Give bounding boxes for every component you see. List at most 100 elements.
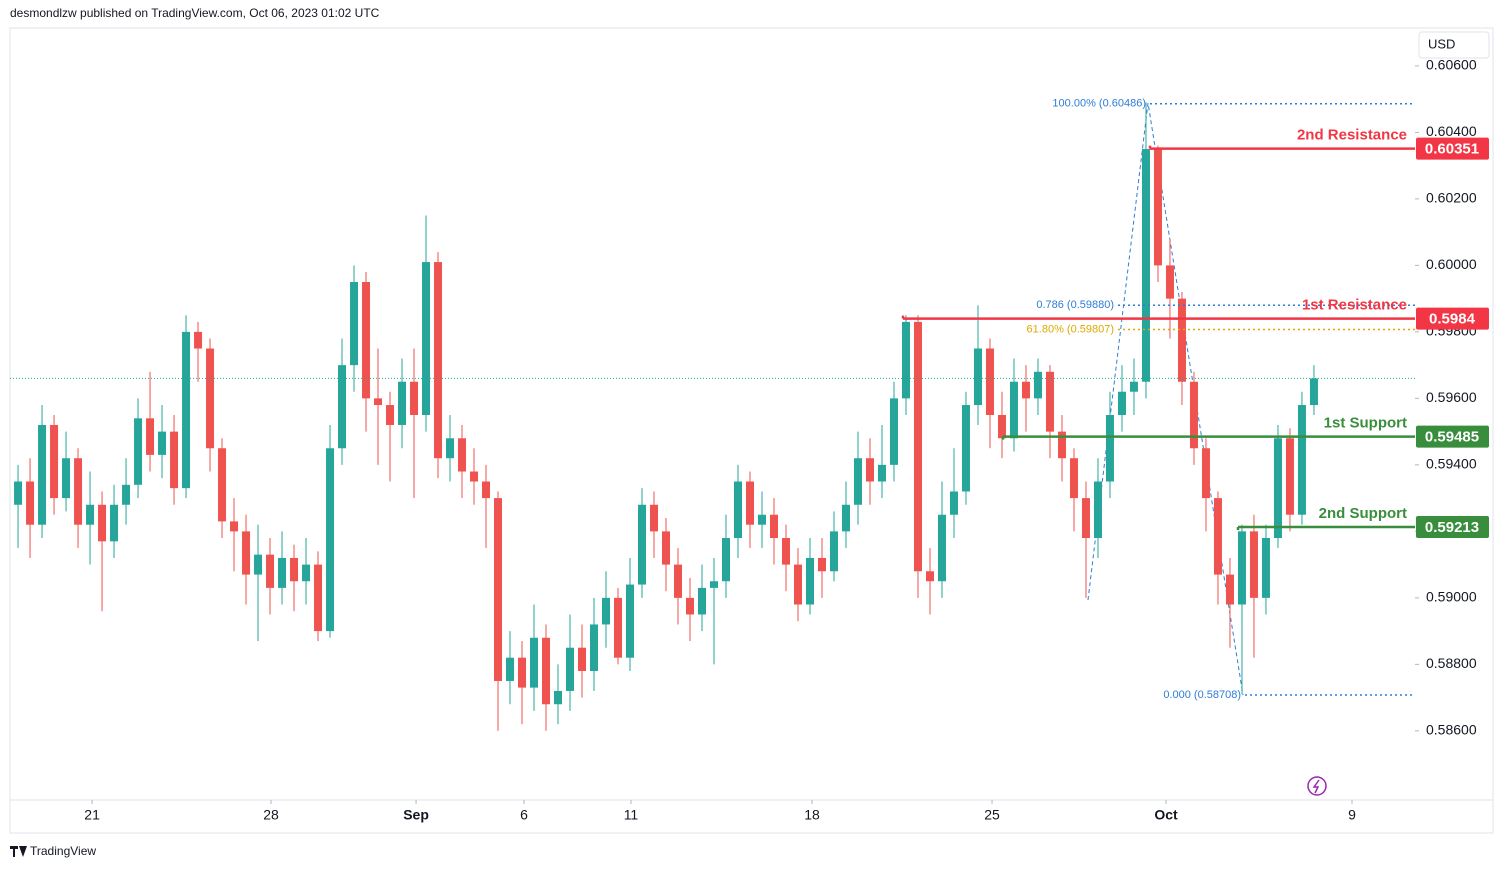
candle-body	[170, 431, 179, 489]
x-tick-label: 25	[984, 807, 1000, 823]
level-name: 1st Resistance	[1302, 297, 1407, 314]
candle-body	[1153, 149, 1162, 266]
candle-body	[745, 481, 754, 525]
candle-body	[1261, 538, 1270, 598]
candle-body	[709, 581, 718, 588]
bolt-icon	[1307, 776, 1327, 796]
candle-body	[853, 458, 862, 505]
level-price: 0.60351	[1425, 141, 1479, 158]
level-price-box	[1416, 307, 1489, 330]
candle-body	[949, 491, 958, 515]
candle-body	[86, 504, 95, 525]
candle-body	[1225, 574, 1234, 605]
candle-body	[494, 498, 503, 681]
candle-body	[901, 321, 910, 399]
candle-body	[38, 424, 47, 525]
candle-body	[578, 647, 587, 672]
candle-body	[1237, 531, 1246, 605]
candle-body	[1129, 381, 1138, 392]
candle-body	[1093, 481, 1102, 539]
candle-body	[398, 381, 407, 425]
candle-body	[566, 647, 575, 691]
candle-body	[362, 282, 371, 399]
candle-body	[530, 637, 539, 688]
candle-body	[1141, 149, 1150, 382]
candle-body	[937, 514, 946, 582]
candle-body	[422, 262, 431, 415]
candle-body	[146, 418, 155, 455]
candle-body	[434, 262, 443, 459]
candle-body	[350, 282, 359, 366]
candle-body	[242, 531, 251, 575]
candle-body	[961, 405, 970, 492]
candle-body	[1057, 431, 1066, 459]
candle-body	[326, 448, 335, 632]
candle-body	[62, 458, 71, 499]
candle-body	[877, 464, 886, 482]
candle-body	[686, 597, 695, 615]
candle-body	[602, 597, 611, 625]
fib-label: 0.000 (0.58708)	[1163, 689, 1241, 701]
candle-body	[1177, 298, 1186, 382]
candle-body	[590, 624, 599, 672]
candle-body	[98, 504, 107, 542]
header: desmondlzw published on TradingView.com,…	[10, 6, 380, 20]
candle-body	[314, 564, 323, 632]
candle-body	[506, 657, 515, 681]
y-tick-label: 0.59600	[1426, 389, 1477, 405]
candle-body	[158, 431, 167, 455]
candle-body	[805, 557, 814, 605]
y-tick-label: 0.60600	[1426, 57, 1477, 73]
candle-body	[14, 481, 23, 505]
candle-body	[626, 584, 635, 658]
x-tick-label: Sep	[403, 807, 429, 823]
candle-body	[793, 564, 802, 605]
candle-body	[206, 348, 215, 449]
fib-label: 61.80% (0.59807)	[1027, 323, 1114, 335]
y-tick-label: 0.60400	[1426, 123, 1477, 139]
candle-body	[74, 458, 83, 525]
y-tick-label: 0.60200	[1426, 190, 1477, 206]
candle-body	[1081, 498, 1090, 539]
level-price-box	[1416, 425, 1489, 448]
level-price: 0.59485	[1425, 429, 1479, 446]
candle-body	[1285, 438, 1294, 515]
candle-body	[542, 637, 551, 705]
candle-body	[1273, 438, 1282, 539]
level-price-box	[1416, 516, 1489, 539]
candle-body	[518, 657, 527, 688]
frame	[9, 27, 1494, 834]
candle-body	[1165, 265, 1174, 299]
candle-body	[925, 571, 934, 582]
y-tick-label: 0.58600	[1426, 722, 1477, 738]
candle-body	[817, 557, 826, 572]
candle-body	[1297, 405, 1306, 515]
candle-body	[662, 531, 671, 565]
level-name: 2nd Resistance	[1297, 127, 1407, 144]
candle-body	[1249, 531, 1258, 598]
candle-body	[470, 471, 479, 482]
level-price-box	[1416, 137, 1489, 160]
candle-body	[721, 538, 730, 582]
candle-body	[1045, 371, 1054, 432]
x-tick-label: 11	[624, 807, 639, 823]
x-tick-label: 18	[804, 807, 820, 823]
y-tick-label: 0.59400	[1426, 456, 1477, 472]
brand: TradingView	[30, 844, 96, 858]
candle-body	[50, 424, 59, 499]
candle-body	[865, 458, 874, 482]
y-tick-label: 0.58800	[1426, 655, 1477, 671]
candle-body	[757, 514, 766, 525]
candle-body	[230, 521, 239, 532]
candle-body	[338, 365, 347, 449]
candle-body	[769, 514, 778, 539]
candle-body	[638, 504, 647, 585]
x-tick-label: Oct	[1154, 807, 1178, 823]
level-name: 2nd Support	[1319, 505, 1407, 522]
candle-body	[218, 448, 227, 522]
currency-box	[1418, 31, 1490, 59]
candle-body	[554, 690, 563, 705]
candle-body	[110, 504, 119, 542]
level-price: 0.5984	[1429, 311, 1476, 328]
